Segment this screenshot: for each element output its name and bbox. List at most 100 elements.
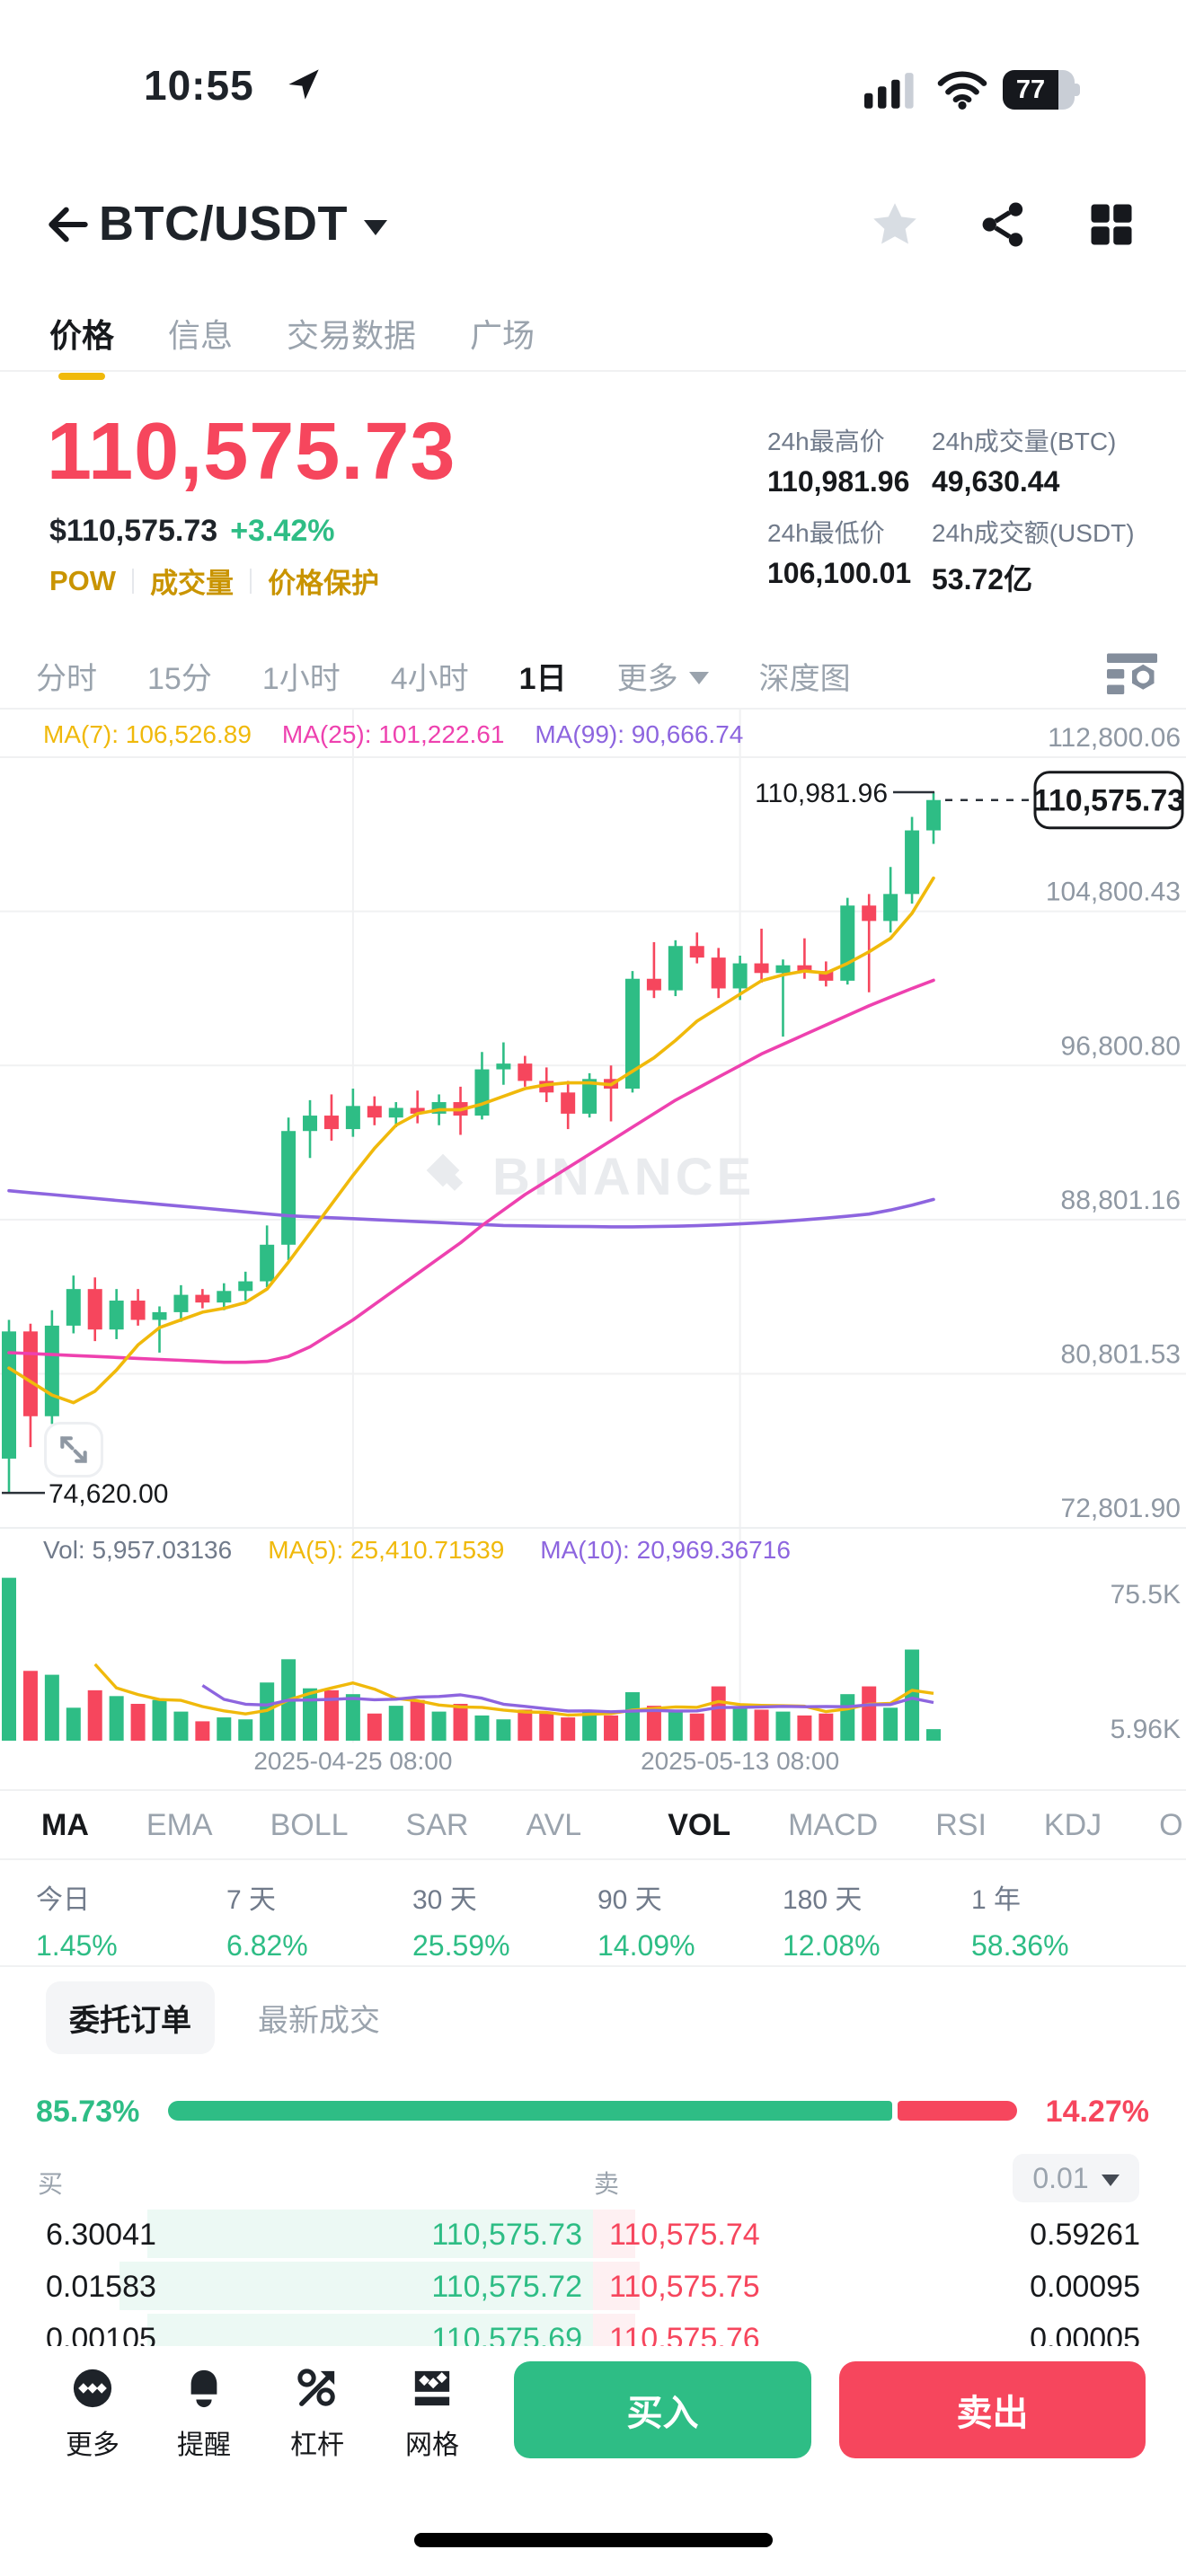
back-arrow-icon[interactable] xyxy=(43,199,93,250)
perf-7d: 7 天 6.82% xyxy=(226,1885,308,1962)
ma7-legend: MA(7): 106,526.89 xyxy=(43,720,252,748)
token-tags: POW 成交量 价格保护 xyxy=(49,560,379,601)
share-icon[interactable] xyxy=(979,199,1028,250)
orderbook-row[interactable]: 6.30041 110,575.73 110,575.74 0.59261 xyxy=(0,2208,1186,2260)
ind-macd[interactable]: MACD xyxy=(788,1807,879,1842)
vol-ma5-legend: MA(5): 25,410.71539 xyxy=(268,1536,505,1564)
grid-label: 网格 xyxy=(405,2430,459,2460)
divider xyxy=(0,1789,1186,1791)
stat-24h-high: 24h最高价 110,981.96 xyxy=(767,428,910,498)
perf-30d: 30 天 25.59% xyxy=(412,1885,510,1962)
layout-grid-icon[interactable] xyxy=(1087,199,1136,250)
buy-button[interactable]: 买入 xyxy=(514,2361,811,2458)
col-buy-label: 买 xyxy=(38,2170,64,2198)
svg-text:104,800.43: 104,800.43 xyxy=(1046,878,1181,907)
divider xyxy=(0,708,1186,710)
alert-label: 提醒 xyxy=(177,2430,231,2460)
stat-24h-volume-btc: 24h成交量(BTC) 49,630.44 xyxy=(932,428,1117,498)
tab-square[interactable]: 广场 xyxy=(470,317,535,354)
favorite-star-icon[interactable] xyxy=(870,199,920,250)
more-ellipsis-icon xyxy=(73,2369,112,2408)
tag-price-protection[interactable]: 价格保护 xyxy=(268,568,380,599)
bell-icon xyxy=(190,2369,217,2408)
candlestick-chart[interactable]: BINANCE 112,800.06 104,800.43 96,800.80 88,8… xyxy=(0,710,1186,1778)
tf-1d[interactable]: 1日 xyxy=(518,662,567,696)
wifi-icon xyxy=(937,71,987,110)
ind-ma[interactable]: MA xyxy=(41,1807,89,1842)
stat-24h-turnover-usdt: 24h成交额(USDT) 53.72亿 xyxy=(932,519,1135,595)
tf-15m[interactable]: 15分 xyxy=(147,662,212,696)
margin-percent-icon xyxy=(297,2369,335,2406)
tab-info[interactable]: 信息 xyxy=(168,317,234,354)
indicator-settings-icon[interactable] xyxy=(1105,650,1159,701)
bottom-action-bar: 更多 提醒 杠杆 网格 xyxy=(0,2346,1186,2576)
fullscreen-expand-button[interactable] xyxy=(44,1422,103,1478)
status-time: 10:55 xyxy=(144,62,254,109)
svg-text:2025-04-25 08:00: 2025-04-25 08:00 xyxy=(253,1747,452,1775)
orderbook-header: 买 卖 0.01 xyxy=(0,2154,1186,2206)
svg-text:110,981.96: 110,981.96 xyxy=(755,779,888,808)
svg-text:74,620.00: 74,620.00 xyxy=(49,1479,168,1509)
more-button[interactable]: 更多 xyxy=(43,2368,142,2462)
pair-selector[interactable]: BTC/USDT xyxy=(99,196,387,251)
divider xyxy=(0,370,1186,372)
svg-text:112,800.06: 112,800.06 xyxy=(1048,723,1181,753)
tag-volume[interactable]: 成交量 xyxy=(150,568,235,599)
tf-4h[interactable]: 4小时 xyxy=(390,662,469,696)
precision-value: 0.01 xyxy=(1032,2161,1089,2194)
tf-1h[interactable]: 1小时 xyxy=(261,662,341,696)
pair-title: BTC/USDT xyxy=(99,197,348,251)
buy-ratio-bar xyxy=(168,2101,892,2121)
alert-button[interactable]: 提醒 xyxy=(155,2368,253,2462)
battery-percent: 77 xyxy=(1015,75,1046,104)
tab-latest-trades[interactable]: 最新成交 xyxy=(258,2004,380,2038)
ind-kdj[interactable]: KDJ xyxy=(1043,1807,1102,1842)
grid-trading-button[interactable]: 网格 xyxy=(383,2368,482,2462)
tf-time[interactable]: 分时 xyxy=(36,662,97,696)
usd-price-line: $110,575.73 +3.42% xyxy=(49,514,334,549)
chevron-down-icon xyxy=(363,219,387,235)
tag-pow[interactable]: POW xyxy=(49,564,117,596)
precision-dropdown[interactable]: 0.01 xyxy=(1013,2154,1139,2202)
grid-trading-icon xyxy=(414,2370,450,2406)
expand-arrows-icon xyxy=(60,1436,87,1463)
leverage-button[interactable]: 杠杆 xyxy=(268,2368,367,2462)
ask-qty: 0.59261 xyxy=(1030,2218,1140,2252)
ind-sar[interactable]: SAR xyxy=(405,1807,469,1842)
chevron-down-icon xyxy=(1101,2174,1120,2186)
sell-button[interactable]: 卖出 xyxy=(839,2361,1146,2458)
ind-vol[interactable]: VOL xyxy=(668,1807,731,1842)
tab-price[interactable]: 价格 xyxy=(49,310,114,380)
svg-text:110,575.73: 110,575.73 xyxy=(1033,784,1184,818)
ind-boll[interactable]: BOLL xyxy=(270,1807,349,1842)
chart-canvas[interactable]: BINANCE 112,800.06 104,800.43 96,800.80 88,8… xyxy=(0,710,1186,1778)
ind-obv[interactable]: O xyxy=(1159,1807,1183,1842)
status-icons: 77 xyxy=(864,70,1080,110)
tab-trading-data[interactable]: 交易数据 xyxy=(287,317,417,354)
orderbook-row[interactable]: 0.01583 110,575.72 110,575.75 0.00095 xyxy=(0,2260,1186,2312)
stat-24h-low: 24h最低价 106,100.01 xyxy=(767,519,912,589)
svg-text:5.96K: 5.96K xyxy=(1111,1715,1181,1744)
change-percent: +3.42% xyxy=(230,514,335,548)
svg-text:2025-05-13 08:00: 2025-05-13 08:00 xyxy=(641,1747,839,1775)
ask-price: 110,575.75 xyxy=(609,2270,760,2304)
svg-text:80,801.53: 80,801.53 xyxy=(1061,1340,1181,1370)
ind-rsi[interactable]: RSI xyxy=(935,1807,987,1842)
more-label: 更多 xyxy=(66,2430,119,2460)
location-arrow-icon xyxy=(288,69,319,100)
depth-chart-tab[interactable]: 深度图 xyxy=(758,662,851,696)
timeframe-row: 分时 15分 1小时 4小时 1日 更多 深度图 xyxy=(36,654,851,698)
perf-90d: 90 天 14.09% xyxy=(597,1885,695,1962)
ind-avl[interactable]: AVL xyxy=(526,1807,582,1842)
ma25-legend: MA(25): 101,222.61 xyxy=(281,720,505,748)
tf-more-dropdown[interactable]: 更多 xyxy=(617,654,709,698)
perf-1y: 1 年 58.36% xyxy=(971,1885,1069,1962)
chevron-down-icon xyxy=(688,671,709,684)
bid-price: 110,575.72 xyxy=(431,2270,582,2304)
tab-open-orders[interactable]: 委托订单 xyxy=(46,1981,215,2054)
bid-qty: 6.30041 xyxy=(46,2218,156,2252)
divider xyxy=(0,1965,1186,1967)
ind-ema[interactable]: EMA xyxy=(146,1807,213,1842)
sell-ratio-bar xyxy=(898,2101,1017,2121)
cellular-signal-icon xyxy=(864,73,914,109)
